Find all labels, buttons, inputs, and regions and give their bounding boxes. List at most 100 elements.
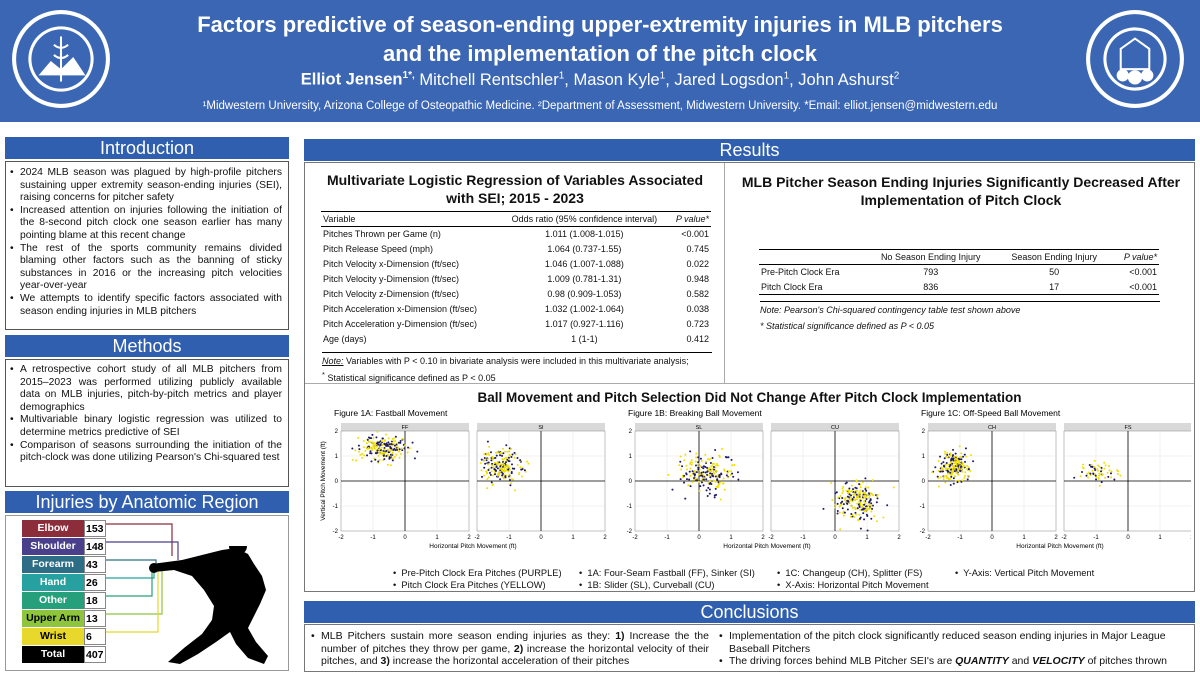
data-point — [726, 476, 729, 479]
data-point — [700, 459, 703, 462]
data-point — [371, 448, 374, 451]
data-point — [709, 472, 712, 475]
data-point — [389, 445, 392, 448]
x-tick-label: 0 — [403, 535, 407, 541]
table-row: Pitch Velocity z-Dimension (ft/sec) 0.98 … — [321, 287, 711, 302]
table-row: Pitch Release Speed (mph) 1.064 (0.737-1.… — [321, 242, 711, 257]
data-point — [370, 460, 373, 463]
data-point — [396, 444, 399, 447]
data-point — [864, 502, 867, 505]
data-point — [1110, 470, 1113, 473]
data-point — [1103, 467, 1106, 470]
data-point — [688, 478, 691, 481]
data-point — [966, 467, 969, 470]
data-point — [498, 466, 501, 469]
data-point — [685, 478, 688, 481]
title-line-1: Factors predictive of season-ending uppe… — [197, 12, 1003, 37]
data-point — [709, 479, 712, 482]
list-item: MLB Pitchers sustain more season ending … — [311, 630, 709, 668]
data-point — [715, 493, 718, 496]
data-point — [875, 520, 878, 523]
data-point — [502, 476, 505, 479]
data-point — [486, 487, 489, 490]
column-header: Season Ending Injury — [1011, 252, 1097, 262]
data-point — [727, 470, 730, 473]
data-point — [854, 507, 857, 510]
data-point — [961, 470, 964, 473]
data-point — [868, 502, 871, 505]
data-point — [702, 467, 705, 470]
data-point — [507, 468, 510, 471]
note-text: * Statistical significance defined as P … — [760, 321, 935, 331]
data-point — [491, 458, 494, 461]
data-point — [709, 481, 712, 484]
data-point — [870, 510, 873, 513]
data-point — [509, 478, 512, 481]
data-point — [391, 459, 394, 462]
injury-count: 26 — [84, 574, 106, 591]
data-point — [868, 507, 871, 510]
table-row: Age (days) 1 (1-1) 0.412 — [321, 332, 711, 347]
data-point — [862, 507, 865, 510]
data-point — [401, 437, 404, 440]
legend-item: • Pitch Clock Era Pitches (YELLOW) — [393, 580, 546, 590]
data-point — [842, 512, 845, 515]
data-point — [373, 441, 376, 444]
data-point — [859, 499, 862, 502]
data-point — [863, 503, 866, 506]
table-cell: 0.582 — [686, 289, 709, 299]
data-point — [855, 493, 858, 496]
data-point — [499, 451, 502, 454]
column-header: P value* — [1123, 252, 1157, 262]
data-point — [942, 461, 945, 464]
data-point — [849, 515, 852, 518]
data-point — [705, 478, 708, 481]
data-point — [1097, 464, 1100, 467]
data-point — [510, 463, 513, 466]
x-tick-label: -1 — [957, 535, 963, 541]
data-point — [695, 471, 698, 474]
data-point — [1104, 476, 1107, 479]
data-point — [391, 452, 394, 455]
data-point — [494, 469, 497, 472]
data-point — [519, 459, 522, 462]
data-point — [400, 447, 403, 450]
data-point — [957, 457, 960, 460]
data-point — [362, 446, 365, 449]
data-point — [956, 458, 959, 461]
data-point — [697, 468, 700, 471]
data-point — [847, 490, 850, 493]
data-point — [838, 511, 841, 514]
data-point — [678, 464, 681, 467]
data-point — [950, 475, 953, 478]
data-point — [503, 466, 506, 469]
introduction-box: 2024 MLB season was plagued by high-prof… — [5, 161, 289, 330]
data-point — [867, 504, 870, 507]
table-cell: 50 — [1049, 267, 1060, 278]
data-point — [725, 474, 728, 477]
data-point — [362, 440, 365, 443]
data-point — [371, 433, 374, 436]
data-point — [416, 450, 419, 453]
author-sup: 1 — [558, 70, 565, 81]
data-point — [957, 473, 960, 476]
x-tick-label: -1 — [370, 535, 376, 541]
data-point — [942, 478, 945, 481]
data-point — [374, 452, 377, 455]
legend-item: • Y-Axis: Vertical Pitch Movement — [955, 568, 1095, 578]
data-point — [859, 508, 862, 511]
data-point — [383, 458, 386, 461]
data-point — [862, 495, 865, 498]
data-point — [960, 465, 963, 468]
table-cell: <0.001 — [681, 229, 709, 240]
data-point — [372, 445, 375, 448]
data-point — [944, 450, 947, 453]
data-point — [837, 496, 840, 499]
data-point — [855, 513, 858, 516]
data-point — [502, 458, 505, 461]
data-point — [1113, 478, 1116, 481]
data-point — [848, 493, 851, 496]
data-point — [955, 462, 958, 465]
data-point — [683, 459, 686, 462]
data-point — [374, 458, 377, 461]
